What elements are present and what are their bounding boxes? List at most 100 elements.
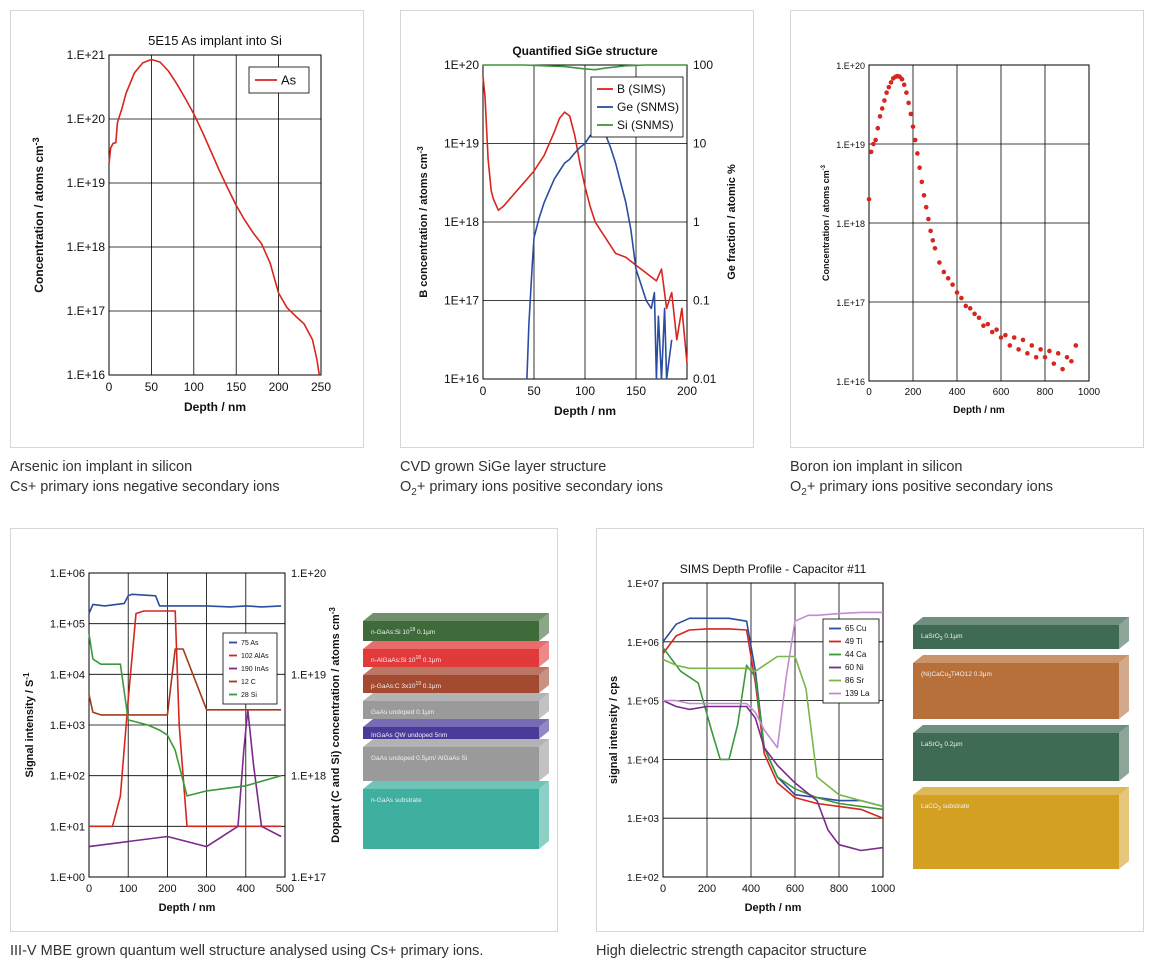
data-point bbox=[884, 90, 889, 95]
data-point bbox=[976, 315, 982, 321]
y-tick-label: 1.E+20 bbox=[67, 112, 106, 126]
layer-side bbox=[1119, 787, 1129, 869]
y2-tick-label: 1.E+19 bbox=[291, 669, 326, 681]
layer-label: n-AlGaAs:Si 1018 0.1μm bbox=[371, 655, 441, 664]
x-tick-label: 50 bbox=[527, 384, 541, 398]
data-point bbox=[972, 311, 977, 317]
series-line-190-inas bbox=[88, 709, 282, 848]
x-tick-label: 200 bbox=[677, 384, 697, 398]
data-point bbox=[875, 125, 881, 131]
y2-tick-label: 1.E+17 bbox=[291, 872, 326, 884]
layer-top bbox=[913, 617, 1129, 625]
y-tick-label: 1E+18 bbox=[444, 215, 479, 229]
y-tick-label: 1E+20 bbox=[444, 58, 479, 72]
layer-side bbox=[539, 739, 549, 781]
layer-front bbox=[363, 789, 539, 849]
panel-sige: 0 50 100 150 200 1E+16 1E+17 1E+18 1E+19 1E+20 0.0… bbox=[400, 10, 754, 448]
layer-label: n-GaAs substrate bbox=[371, 797, 422, 804]
data-point bbox=[919, 179, 925, 185]
legend-box bbox=[248, 66, 310, 94]
data-point bbox=[1047, 348, 1052, 354]
legend-label: 44 Ca bbox=[845, 650, 867, 659]
layer-front bbox=[363, 701, 539, 719]
y-tick-label: 1.E+06 bbox=[627, 638, 659, 649]
x-tick-label: 200 bbox=[158, 883, 176, 895]
series-line-102-alas bbox=[89, 610, 282, 828]
y-tick-label: 1.E+01 bbox=[50, 821, 85, 833]
layer-front bbox=[913, 663, 1119, 719]
data-point bbox=[926, 216, 931, 222]
legend-label: 12 C bbox=[241, 679, 256, 686]
y2-tick-label: 0.01 bbox=[693, 372, 717, 386]
x-tick-label: 300 bbox=[197, 883, 215, 895]
x-tick-label: 600 bbox=[786, 883, 804, 895]
legend-label: Ge (SNMS) bbox=[617, 100, 679, 114]
x-tick-label: 1000 bbox=[871, 883, 895, 895]
series-line-75-as bbox=[88, 593, 282, 614]
caption-line: III-V MBE grown quantum well structure a… bbox=[10, 943, 484, 959]
x-tick-label: 150 bbox=[626, 384, 646, 398]
legend-box bbox=[822, 618, 880, 704]
layer-label: LaCO3 substrate bbox=[921, 803, 970, 812]
legend-label: As bbox=[281, 72, 297, 87]
x-axis-label: Depth / nm bbox=[953, 405, 1005, 416]
plot-area bbox=[108, 54, 322, 376]
data-point bbox=[950, 282, 955, 287]
y-tick-label: 1.E+17 bbox=[836, 298, 865, 308]
y-tick-label: 1E+17 bbox=[444, 294, 479, 308]
data-point bbox=[1020, 337, 1026, 343]
caption-line: Cs+ primary ions negative secondary ions bbox=[10, 479, 280, 495]
series-line-as bbox=[108, 58, 321, 376]
data-point bbox=[1029, 343, 1035, 348]
x-tick-label: 0 bbox=[106, 380, 113, 394]
data-point bbox=[915, 151, 920, 156]
y-tick-label: 1.E+16 bbox=[67, 368, 106, 382]
layer-label: (Ni)CaCu3Ti4O12 0.3μm bbox=[921, 671, 992, 680]
y-tick-label: 1.E+03 bbox=[627, 814, 659, 825]
layer-label: p-GaAs:C 3x1019 0.1μm bbox=[371, 681, 441, 690]
caption-sige: CVD grown SiGe layer structure O2+ prima… bbox=[400, 457, 663, 503]
series-line-28-si bbox=[88, 633, 282, 797]
y-tick-label: 1.E+16 bbox=[836, 377, 865, 387]
layer-front bbox=[913, 733, 1119, 781]
legend-label: 49 Ti bbox=[845, 637, 863, 646]
data-point bbox=[963, 303, 969, 309]
layer-side bbox=[539, 693, 549, 719]
data-point bbox=[967, 306, 973, 311]
layer-top bbox=[363, 641, 549, 649]
chart-title: SIMS Depth Profile - Capacitor #11 bbox=[680, 562, 867, 576]
data-point bbox=[901, 82, 907, 88]
layer-side bbox=[539, 781, 549, 849]
y-axis-label: Concentration / atoms cm-3 bbox=[31, 137, 46, 292]
layer-top bbox=[913, 655, 1129, 663]
data-point bbox=[954, 290, 960, 295]
caption-line: CVD grown SiGe layer structure bbox=[400, 459, 607, 475]
series-line-si-snms- bbox=[483, 64, 687, 71]
data-point bbox=[985, 321, 991, 327]
data-point bbox=[886, 84, 892, 90]
layer-side bbox=[539, 667, 549, 693]
y-tick-label: 1.E+06 bbox=[50, 568, 85, 580]
data-point bbox=[1033, 355, 1039, 360]
chart-title: 5E15 As implant into Si bbox=[148, 33, 282, 48]
y-tick-label: 1.E+04 bbox=[50, 669, 85, 681]
layer-side bbox=[539, 613, 549, 641]
series-line-86-sr bbox=[662, 655, 884, 808]
data-point bbox=[1069, 358, 1074, 364]
layer-label: GaAs undoped 0.5μm/ AlGaAs Si bbox=[371, 755, 467, 762]
x-tick-label: 800 bbox=[1037, 387, 1054, 398]
x-tick-label: 1000 bbox=[1078, 387, 1101, 398]
series-line-139-la bbox=[663, 611, 883, 749]
layer-label: GaAs undoped 0.1μm bbox=[371, 709, 434, 716]
x-axis-label: Depth / nm bbox=[159, 902, 216, 914]
y-tick-label: 1.E+02 bbox=[627, 873, 659, 884]
y-tick-label: 1.E+20 bbox=[836, 61, 865, 71]
y-tick-label: 1.E+05 bbox=[627, 697, 659, 708]
y-tick-label: 1.E+18 bbox=[67, 240, 106, 254]
layer-side bbox=[539, 719, 549, 739]
y-tick-label: 1.E+19 bbox=[67, 176, 106, 190]
x-tick-label: 200 bbox=[905, 387, 922, 398]
series-line-b-sims- bbox=[482, 76, 688, 364]
layer-1: n-AlGaAs:Si 1018 0.1μm bbox=[363, 641, 549, 667]
y-tick-label: 1.E+03 bbox=[50, 720, 85, 732]
